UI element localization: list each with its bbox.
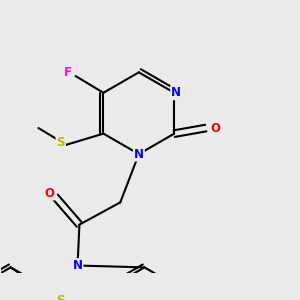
Text: S: S [56,294,65,300]
Text: N: N [73,259,82,272]
Text: O: O [210,122,220,135]
Text: F: F [64,66,72,79]
Text: N: N [171,86,181,99]
Text: S: S [56,136,65,149]
Text: N: N [134,148,144,160]
Text: O: O [45,187,55,200]
